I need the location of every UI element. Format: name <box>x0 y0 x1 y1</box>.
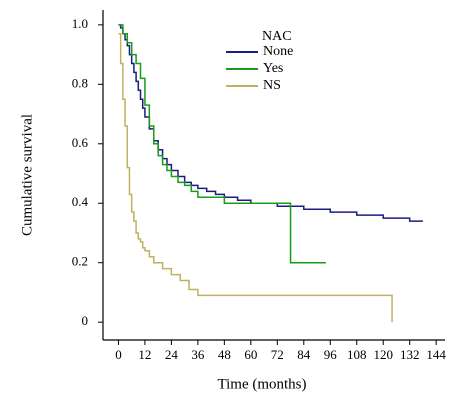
x-tick-label: 144 <box>426 347 446 362</box>
y-axis-label: Cumulative survival <box>19 114 35 236</box>
x-tick-label: 36 <box>191 347 205 362</box>
y-tick-label: 1.0 <box>72 16 88 31</box>
y-tick-label: 0.8 <box>72 75 88 90</box>
x-tick-label: 132 <box>400 347 420 362</box>
x-tick-label: 72 <box>271 347 284 362</box>
x-tick-label: 84 <box>297 347 311 362</box>
x-tick-label: 108 <box>347 347 367 362</box>
x-tick-label: 24 <box>165 347 179 362</box>
x-axis-label: Time (months) <box>217 376 306 392</box>
x-tick-label: 60 <box>244 347 257 362</box>
x-tick-label: 12 <box>138 347 151 362</box>
survival-curve <box>118 24 326 264</box>
y-tick-label: 0.4 <box>72 194 89 209</box>
legend-label: NS <box>263 78 281 93</box>
x-tick-label: 96 <box>324 347 338 362</box>
legend-title: NAC <box>262 29 292 44</box>
legend-label: None <box>263 44 293 59</box>
y-tick-label: 0.6 <box>72 135 89 150</box>
y-tick-label: 0.2 <box>72 254 88 269</box>
x-tick-label: 0 <box>115 347 122 362</box>
y-tick-label: 0 <box>82 313 89 328</box>
x-tick-label: 48 <box>218 347 231 362</box>
survival-curve <box>118 33 393 323</box>
x-tick-label: 120 <box>373 347 393 362</box>
legend-label: Yes <box>263 61 283 76</box>
